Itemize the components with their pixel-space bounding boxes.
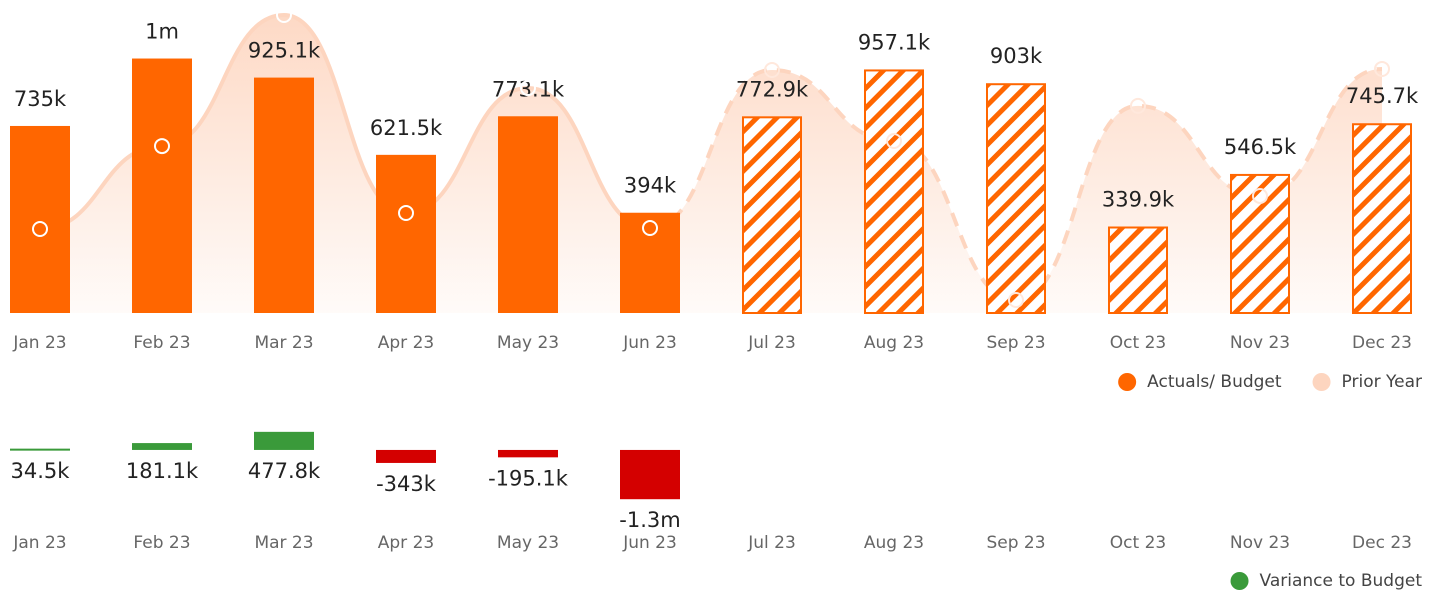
point (1374, 60, 1390, 77)
bar (10, 448, 70, 451)
x-tick-label: Jun 23 (622, 533, 677, 553)
legend-swatch (1118, 373, 1137, 391)
x-tick-label: Mar 23 (254, 333, 313, 353)
x-tick-label: Nov 23 (1230, 333, 1290, 353)
x-tick-label: Sep 23 (986, 333, 1045, 353)
data-label: 1m (145, 20, 179, 44)
bar (620, 449, 680, 500)
data-label: 735k (14, 87, 67, 111)
x-tick-label: Jul 23 (747, 533, 796, 553)
data-label: 745.7k (1346, 84, 1419, 108)
point (276, 7, 292, 24)
legend-swatch (1312, 373, 1331, 391)
legend-label: Actuals/ Budget (1147, 372, 1282, 392)
x-tick-label: Jun 23 (622, 333, 677, 353)
point (398, 204, 414, 221)
bar (986, 83, 1046, 315)
legend-swatch (1230, 572, 1249, 590)
x-tick-label: Sep 23 (986, 533, 1045, 553)
legend-label: Variance to Budget (1260, 571, 1423, 591)
data-label: 903k (990, 44, 1043, 68)
point (1252, 187, 1268, 204)
x-tick-label: Mar 23 (254, 533, 313, 553)
x-tick-label: Aug 23 (864, 333, 924, 353)
bar (254, 77, 314, 313)
data-label: 339.9k (1102, 188, 1175, 212)
bar (132, 58, 192, 313)
bar (254, 431, 314, 450)
point (1130, 97, 1146, 114)
bar (742, 116, 802, 314)
data-label: 34.5k (11, 459, 71, 483)
data-label: 957.1k (858, 30, 931, 54)
data-label: 477.8k (248, 459, 321, 483)
x-tick-label: May 23 (497, 533, 559, 553)
x-tick-label: Oct 23 (1110, 333, 1166, 353)
area (40, 15, 1382, 313)
bar (1108, 226, 1168, 315)
x-tick-label: Apr 23 (378, 533, 434, 553)
point (32, 221, 48, 238)
bar (864, 69, 924, 314)
data-label: -1.3m (619, 508, 680, 532)
data-label: -195.1k (488, 466, 569, 490)
x-tick-label: Jul 23 (747, 333, 796, 353)
x-tick-label: Oct 23 (1110, 533, 1166, 553)
bar (1352, 123, 1412, 314)
data-label: -343k (376, 472, 437, 496)
x-tick-label: Jan 23 (12, 533, 66, 553)
bar (376, 449, 436, 463)
point (520, 80, 536, 97)
bar (1230, 173, 1290, 314)
x-tick-label: May 23 (497, 333, 559, 353)
data-label: 772.9k (736, 77, 809, 101)
data-label: 621.5k (370, 116, 443, 140)
data-label: 181.1k (126, 459, 199, 483)
x-tick-label: Nov 23 (1230, 533, 1290, 553)
x-tick-label: Dec 23 (1352, 333, 1412, 353)
bar (132, 443, 192, 450)
point (764, 61, 780, 78)
bar (620, 212, 680, 313)
x-tick-label: Feb 23 (133, 533, 190, 553)
data-label: 394k (624, 174, 677, 198)
data-label: 546.5k (1224, 135, 1297, 159)
point (1008, 292, 1024, 309)
legend-label: Prior Year (1342, 372, 1422, 392)
bar (376, 154, 436, 313)
bar (498, 449, 558, 458)
x-tick-label: Apr 23 (378, 333, 434, 353)
x-tick-label: Jan 23 (12, 333, 66, 353)
x-tick-label: Dec 23 (1352, 533, 1412, 553)
bar (10, 125, 70, 314)
point (154, 138, 170, 155)
bar (498, 116, 558, 313)
point (886, 132, 902, 149)
point (642, 220, 658, 237)
data-label: 925.1k (248, 39, 321, 63)
x-tick-label: Feb 23 (133, 333, 190, 353)
x-tick-label: Aug 23 (864, 533, 924, 553)
